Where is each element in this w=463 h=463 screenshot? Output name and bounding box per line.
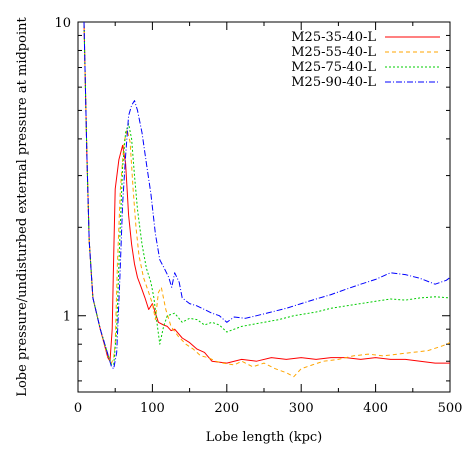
series-layer bbox=[83, 22, 450, 378]
series-line-2 bbox=[83, 22, 450, 378]
x-tick-label: 300 bbox=[289, 401, 314, 416]
plot-frame bbox=[77, 21, 451, 393]
axis-ticks bbox=[77, 21, 451, 392]
x-axis-title: Lobe length (kpc) bbox=[206, 430, 323, 445]
legend-label-4: M25-90-40-L bbox=[291, 75, 376, 90]
legend-label-3: M25-75-40-L bbox=[291, 60, 376, 75]
y-tick-label: 1 bbox=[63, 310, 71, 325]
x-tick-label: 200 bbox=[214, 401, 239, 416]
x-tick-label: 500 bbox=[438, 401, 463, 416]
x-tick-label: 0 bbox=[74, 401, 82, 416]
y-axis-title: Lobe pressure/undisturbed external press… bbox=[15, 17, 30, 397]
legend: M25-35-40-LM25-55-40-LM25-75-40-LM25-90-… bbox=[291, 30, 440, 90]
axis-tick-labels: 0 100 200 300 400 500 1 10 bbox=[54, 16, 462, 416]
series-line-3 bbox=[83, 22, 450, 366]
legend-label-2: M25-55-40-L bbox=[291, 45, 376, 60]
series-line-4 bbox=[83, 22, 450, 370]
x-tick-label: 100 bbox=[140, 401, 165, 416]
legend-label-1: M25-35-40-L bbox=[291, 30, 376, 45]
y-tick-label: 10 bbox=[54, 16, 71, 31]
series-line-1 bbox=[83, 22, 450, 364]
x-tick-label: 400 bbox=[363, 401, 388, 416]
